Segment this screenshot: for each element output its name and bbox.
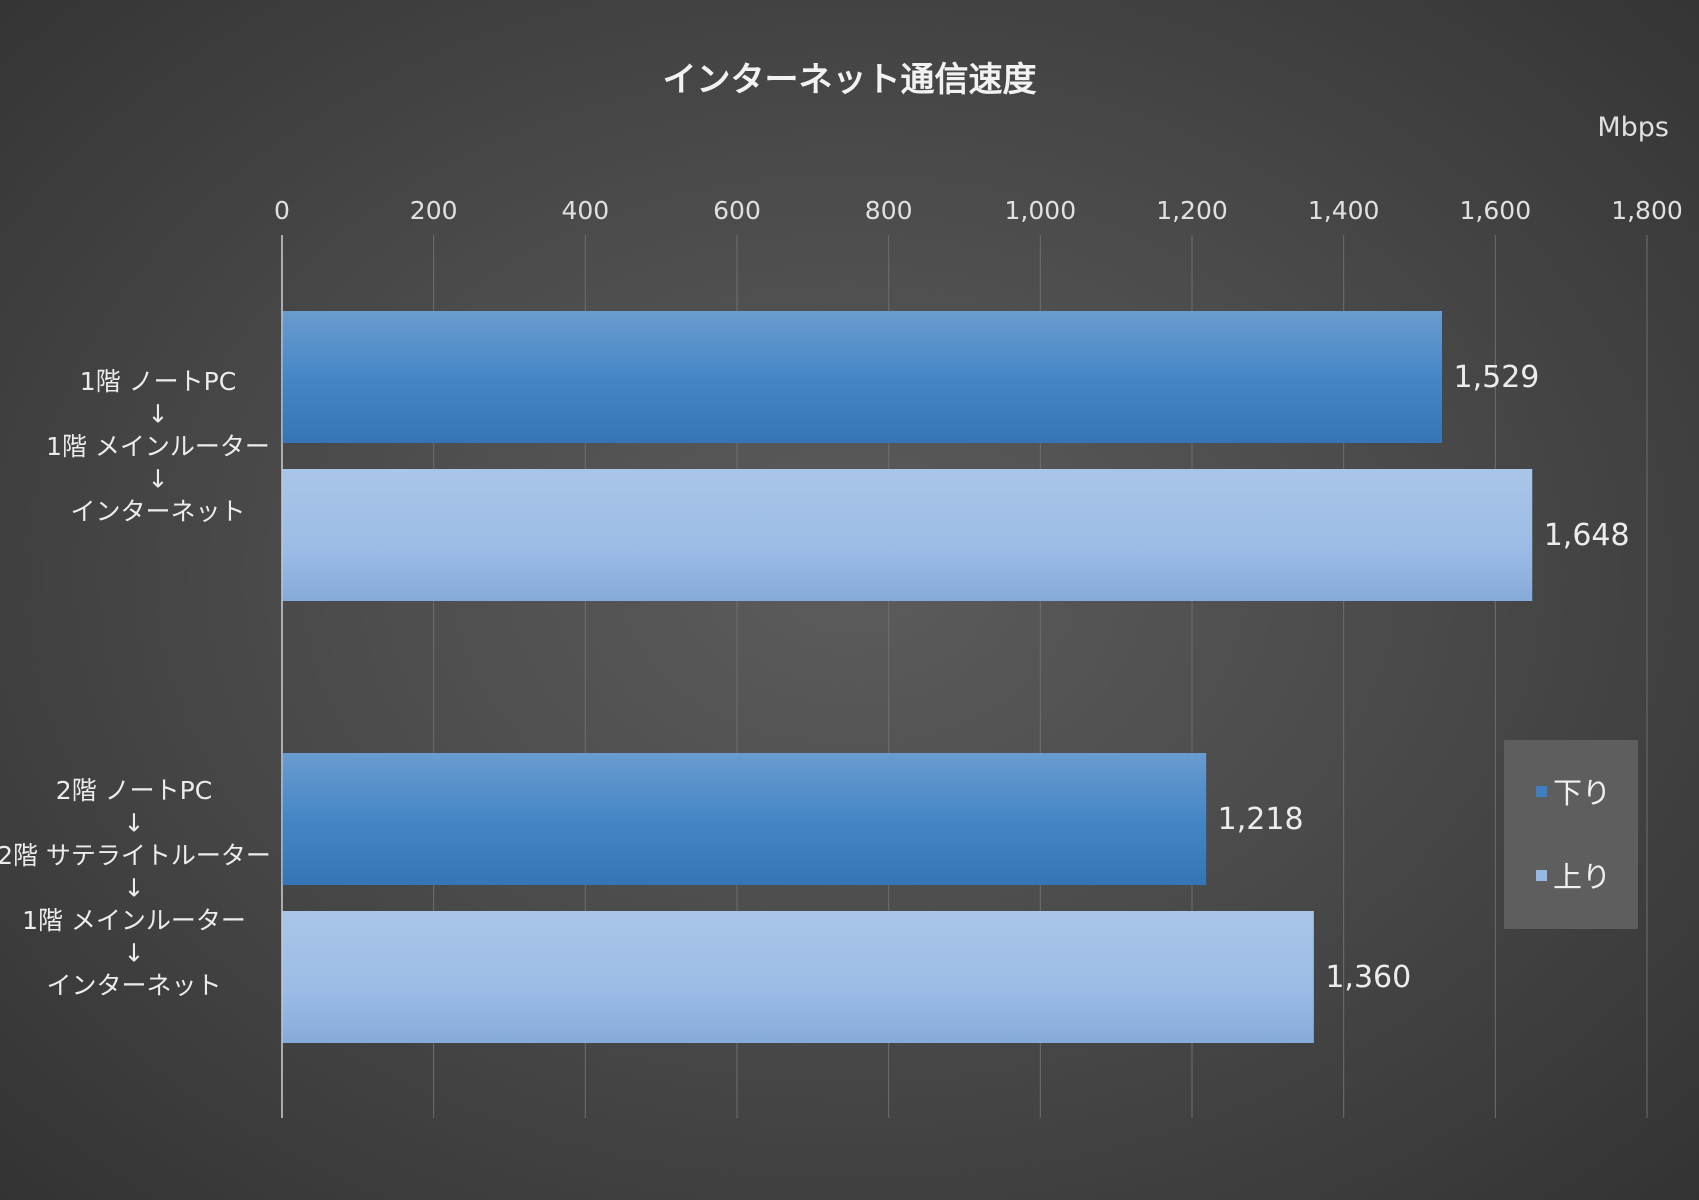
category-label-line: ↓ bbox=[124, 939, 145, 968]
bar-up-2 bbox=[282, 911, 1314, 1043]
category-label-line: ↓ bbox=[148, 465, 169, 494]
category-label-line: 2階 ノートPC bbox=[56, 776, 212, 805]
category-label-line: ↓ bbox=[124, 874, 145, 903]
x-tick-label: 400 bbox=[561, 196, 609, 225]
legend-label-up: 上り bbox=[1553, 860, 1612, 894]
category-label-line: インターネット bbox=[46, 971, 221, 1000]
category-label-line: 2階 サテライトルーター bbox=[0, 841, 271, 870]
x-tick-label: 1,000 bbox=[1005, 196, 1077, 225]
x-tick-label: 1,800 bbox=[1611, 196, 1683, 225]
bar-up-1 bbox=[282, 469, 1533, 601]
legend-swatch-down bbox=[1536, 785, 1547, 797]
category-labels: 1階 ノートPC ↓ 1階 メインルーター ↓ インターネット 2階 ノートPC ↓ 2階 サ… bbox=[0, 367, 271, 1000]
category-label-line: 1階 メインルーター bbox=[22, 906, 246, 935]
category-label-line: 1階 メインルーター bbox=[46, 432, 270, 461]
legend-swatch-up bbox=[1536, 869, 1547, 881]
data-label: 1,360 bbox=[1325, 960, 1411, 995]
legend-item-down: 下り bbox=[1536, 770, 1611, 812]
legend-item-up: 上り bbox=[1536, 854, 1611, 896]
unit-label: Mbps bbox=[1597, 112, 1669, 143]
x-tick-label: 200 bbox=[410, 196, 458, 225]
x-tick-label: 800 bbox=[865, 196, 913, 225]
x-tick-label: 0 bbox=[274, 196, 290, 225]
x-tick-label: 1,200 bbox=[1156, 196, 1228, 225]
category-label-line: ↓ bbox=[148, 400, 169, 429]
legend-label-down: 下り bbox=[1553, 776, 1612, 810]
data-label: 1,648 bbox=[1544, 518, 1630, 553]
category-label-line: インターネット bbox=[70, 497, 245, 526]
x-axis-ticks: 0 200 400 600 800 1,000 1,200 1,400 1,600 1,800 bbox=[274, 196, 1683, 225]
x-tick-label: 1,400 bbox=[1308, 196, 1380, 225]
category-label-line: 1階 ノートPC bbox=[80, 367, 236, 396]
data-label: 1,218 bbox=[1218, 802, 1304, 837]
data-label: 1,529 bbox=[1453, 360, 1539, 395]
chart-title: インターネット通信速度 bbox=[662, 60, 1037, 100]
x-tick-label: 600 bbox=[713, 196, 761, 225]
x-tick-label: 1,600 bbox=[1460, 196, 1532, 225]
bar-down-1 bbox=[282, 311, 1442, 443]
bar-down-2 bbox=[282, 753, 1207, 885]
legend: 下り 上り bbox=[1504, 740, 1638, 929]
bars: 1,529 1,218 1,648 1,360 bbox=[282, 311, 1630, 1043]
category-label-line: ↓ bbox=[124, 809, 145, 838]
